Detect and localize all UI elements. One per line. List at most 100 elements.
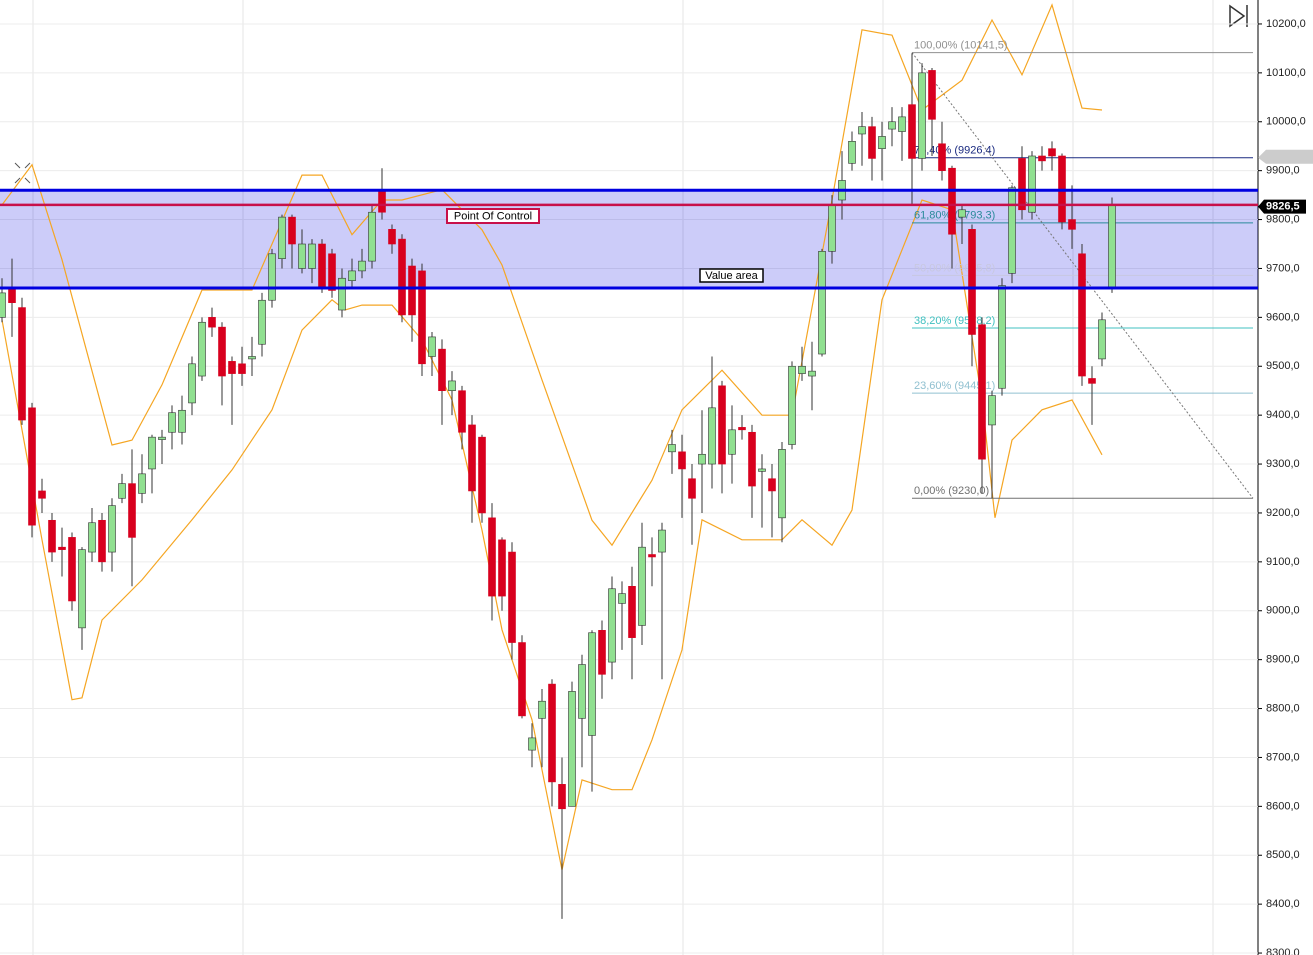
candle-body — [648, 554, 656, 558]
candle-body — [1068, 219, 1076, 230]
fib-label: 0,00% (9230,0) — [914, 485, 989, 497]
candle-body — [88, 522, 96, 553]
candle-body — [198, 321, 206, 377]
axis-marker — [1258, 149, 1313, 164]
candle-body — [278, 216, 286, 259]
y-tick-label: 8500,0 — [1266, 849, 1300, 861]
candle-body — [898, 116, 906, 132]
candle-body — [488, 517, 496, 597]
candle-body — [68, 537, 76, 602]
candle-body — [698, 453, 706, 465]
crosshair-icon — [14, 162, 31, 184]
poc-label: Point Of Control — [454, 210, 532, 222]
y-tick-label: 8600,0 — [1266, 800, 1300, 812]
candle-body — [828, 204, 836, 252]
value-area-label: Value area — [705, 270, 758, 282]
candle-body — [318, 243, 326, 289]
value-area — [0, 190, 1258, 289]
vertical-grid — [32, 0, 1214, 955]
candle-body — [328, 253, 336, 291]
candle-body — [58, 546, 66, 550]
candle-body — [8, 287, 16, 303]
candle-body — [18, 307, 26, 421]
candle-body — [808, 370, 816, 377]
y-tick-label: 8800,0 — [1266, 702, 1300, 714]
candle-body — [678, 451, 686, 470]
candle-body — [618, 593, 626, 604]
candle-body — [1088, 378, 1096, 384]
candle-body — [578, 664, 586, 719]
y-tick-label: 9700,0 — [1266, 262, 1300, 274]
candle-body — [418, 270, 426, 365]
candle-body — [1048, 148, 1056, 157]
candle-body — [1078, 253, 1086, 377]
candle-body — [0, 292, 6, 318]
candle-body — [568, 691, 576, 807]
candle-body — [298, 243, 306, 269]
candle-body — [868, 126, 876, 159]
candle-body — [538, 700, 546, 719]
candle-body — [28, 407, 36, 526]
candle-body — [238, 363, 246, 374]
candle-body — [958, 209, 966, 218]
y-tick-label: 9900,0 — [1266, 165, 1300, 177]
y-tick-label: 9400,0 — [1266, 409, 1300, 421]
y-tick-label: 9200,0 — [1266, 507, 1300, 519]
candle-body — [1028, 155, 1036, 213]
candle-body — [658, 529, 666, 553]
candle-body — [148, 436, 156, 470]
candle-body — [528, 737, 536, 751]
y-tick-label: 9800,0 — [1266, 213, 1300, 225]
candle-body — [778, 449, 786, 519]
y-tick-label: 9500,0 — [1266, 360, 1300, 372]
candle-body — [408, 265, 416, 316]
y-tick-label: 9100,0 — [1266, 556, 1300, 568]
candle-body — [728, 429, 736, 455]
candle-body — [718, 385, 726, 465]
candle-body — [178, 409, 186, 433]
end-icon-arrow[interactable] — [1229, 4, 1246, 28]
candle-body — [138, 473, 146, 494]
candle-body — [948, 167, 956, 235]
candle-body — [798, 365, 806, 374]
candle-body — [758, 468, 766, 472]
value-area-label-box — [699, 268, 764, 283]
candle-body — [978, 324, 986, 460]
candle-body — [188, 363, 196, 404]
crosshair-stroke — [14, 162, 21, 169]
fib-label: 100,00% (10141,5) — [914, 39, 1008, 51]
end-icon[interactable] — [1229, 4, 1248, 28]
y-tick-label: 8400,0 — [1266, 898, 1300, 910]
candle-body — [288, 216, 296, 245]
candle-body — [468, 424, 476, 492]
candle-body — [878, 136, 886, 149]
candle-body — [668, 444, 676, 453]
crosshair-stroke — [24, 162, 31, 169]
candle-body — [348, 270, 356, 281]
crosshair-stroke — [24, 177, 31, 184]
candle-body — [1018, 158, 1026, 211]
candle-body — [738, 427, 746, 431]
candle-body — [158, 436, 166, 440]
fib-label: 50,00% (9685,8) — [914, 262, 995, 274]
candle-body — [358, 260, 366, 272]
last-price-label: 9826,5 — [1266, 201, 1300, 213]
crosshair-stroke — [14, 177, 21, 184]
candle-body — [1098, 319, 1106, 360]
band-line — [1, 3, 1103, 547]
candle-body — [258, 299, 266, 345]
candle-body — [248, 356, 256, 360]
candle-body — [938, 143, 946, 171]
candle-body — [228, 361, 236, 374]
candle-body — [788, 365, 796, 445]
y-tick-label: 8700,0 — [1266, 751, 1300, 763]
y-tick-label: 8300,0 — [1266, 947, 1300, 955]
candle-body — [748, 431, 756, 487]
y-tick-label: 8900,0 — [1266, 654, 1300, 666]
candle-body — [208, 317, 216, 328]
y-tick-label: 10100,0 — [1266, 67, 1306, 79]
candle-body — [368, 211, 376, 262]
fib-label: 23,60% (9445,1) — [914, 380, 995, 392]
y-tick-label: 9000,0 — [1266, 605, 1300, 617]
candle-body — [398, 238, 406, 316]
